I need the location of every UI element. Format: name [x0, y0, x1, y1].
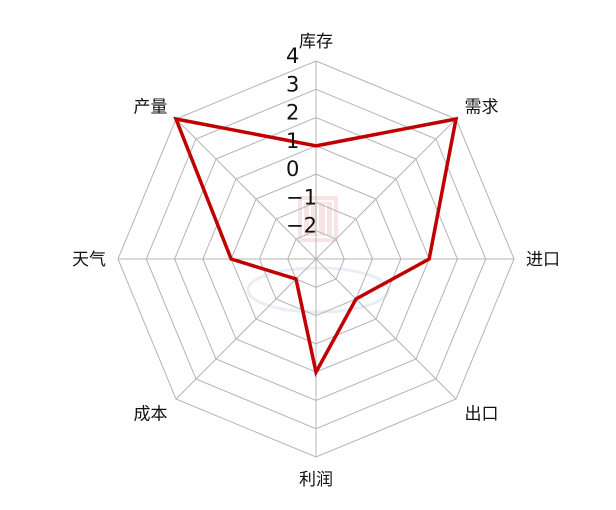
- category-label: 出口: [464, 404, 498, 424]
- category-label: 天气: [72, 250, 106, 270]
- category-label: 需求: [464, 98, 498, 118]
- tick-label: −2: [286, 214, 317, 238]
- radar-series: [173, 116, 459, 378]
- category-label: 库存: [299, 32, 333, 52]
- category-label: 产量: [134, 98, 168, 118]
- axis-spoke: [315, 118, 457, 260]
- axis-spoke: [315, 258, 457, 400]
- series-line: [173, 116, 459, 378]
- tick-label: 1: [286, 129, 299, 153]
- category-label: 进口: [526, 250, 560, 270]
- axis-spoke: [175, 258, 317, 400]
- axis-spoke: [175, 118, 317, 260]
- tick-label: −1: [286, 185, 317, 209]
- tick-label: 4: [286, 44, 299, 68]
- category-label: 成本: [134, 404, 168, 424]
- tick-label: 3: [286, 72, 299, 96]
- radial-tick-labels: 4 3 2 1 0 −1 −2: [286, 44, 317, 238]
- radar-grid: [117, 60, 515, 458]
- category-label: 利润: [299, 470, 333, 490]
- tick-label: 0: [286, 157, 299, 181]
- tick-label: 2: [286, 101, 299, 125]
